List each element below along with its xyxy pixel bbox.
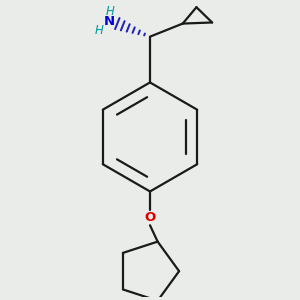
Text: O: O: [144, 211, 156, 224]
Text: H: H: [94, 24, 103, 37]
Text: N: N: [104, 15, 115, 28]
Text: H: H: [105, 4, 114, 17]
